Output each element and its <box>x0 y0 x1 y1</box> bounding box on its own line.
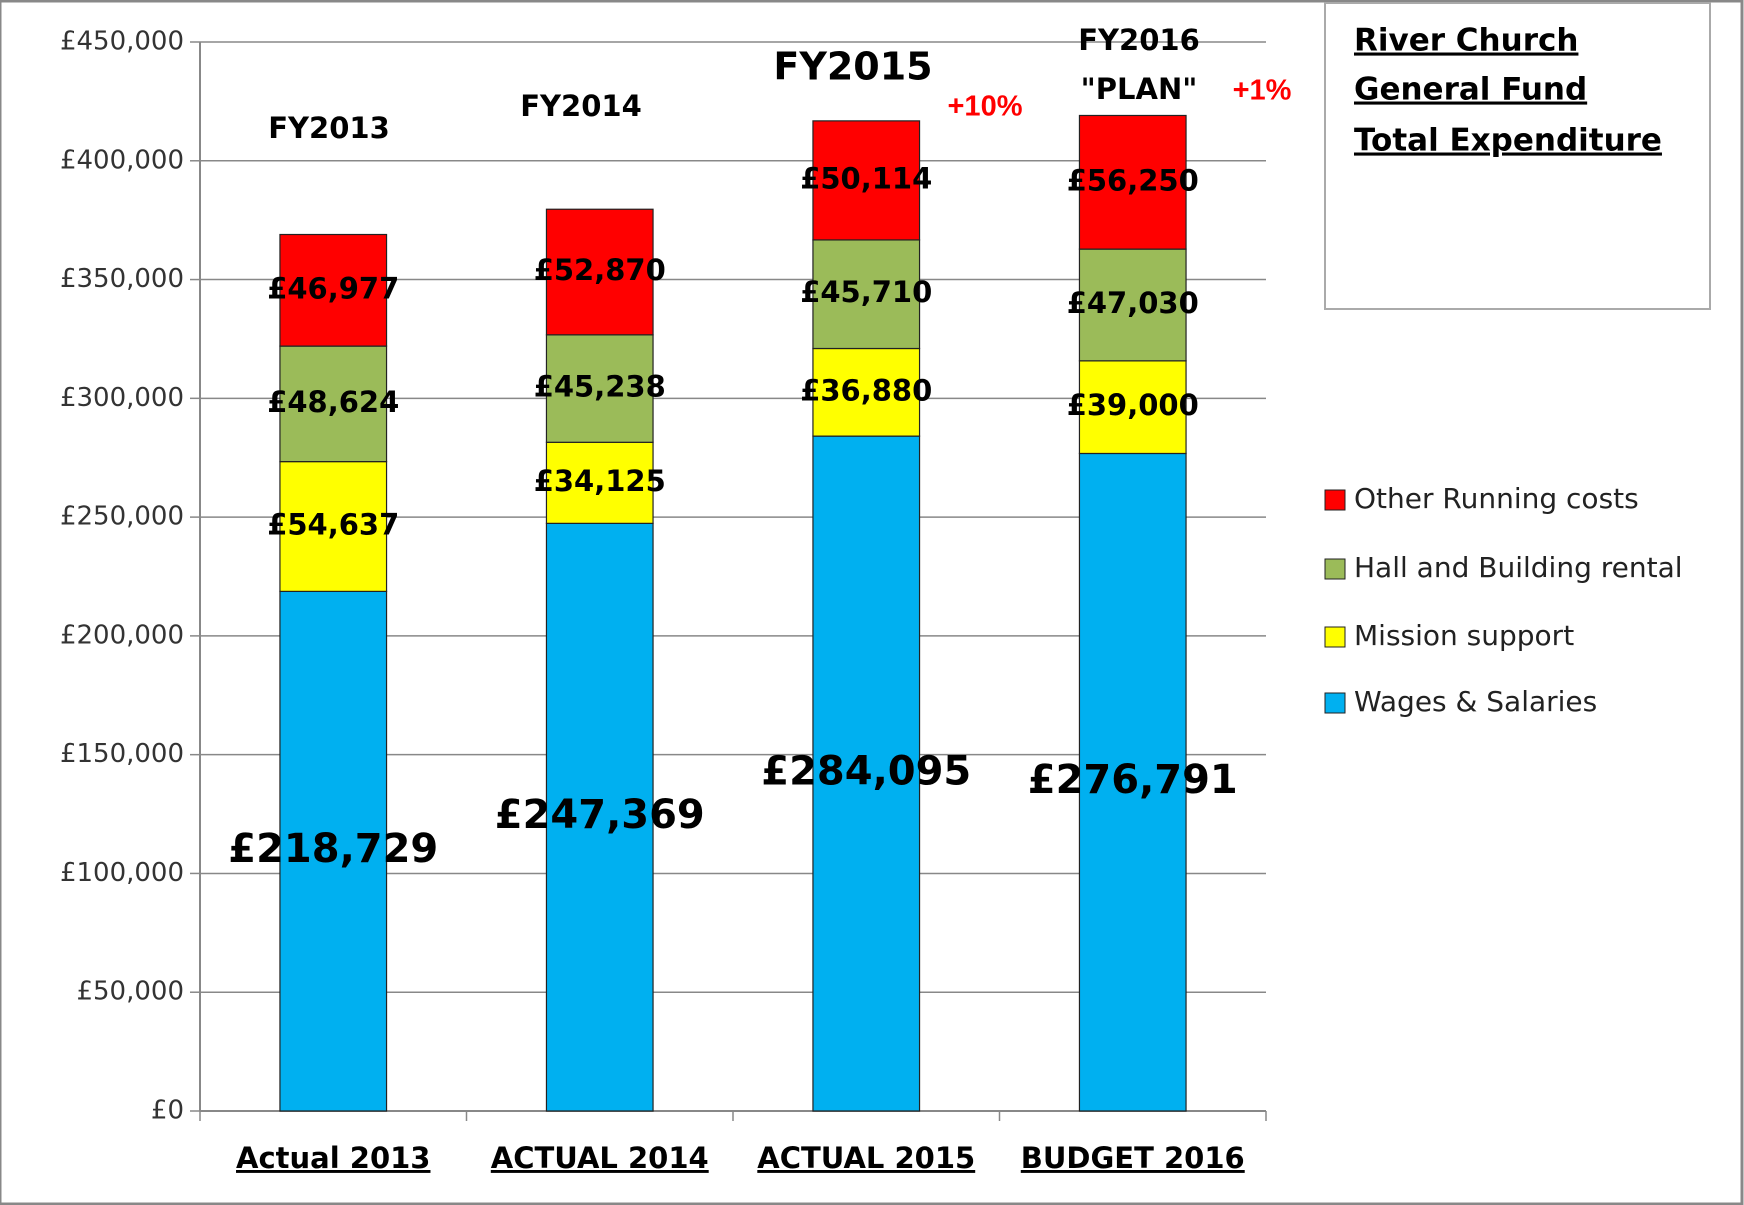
x-tick-label: BUDGET 2016 <box>1021 1141 1245 1175</box>
value-label: £218,729 <box>228 826 438 872</box>
value-label: £45,238 <box>534 370 666 404</box>
legend-label: Wages & Salaries <box>1354 685 1597 718</box>
annotation: FY2016 <box>1078 23 1200 57</box>
value-label: £46,977 <box>267 271 399 305</box>
annotation: FY2014 <box>520 89 642 123</box>
bar-segment <box>1078 360 1187 455</box>
y-tick-label: £100,000 <box>60 858 184 888</box>
bar-segment <box>1078 248 1187 362</box>
y-tick-label: £200,000 <box>60 620 184 650</box>
bar-segment <box>1078 452 1187 1112</box>
value-label: £54,637 <box>267 508 399 542</box>
bar-segment <box>545 334 654 443</box>
value-label: £36,880 <box>800 373 932 407</box>
bar-segment <box>279 590 388 1112</box>
y-tick-label: £450,000 <box>60 27 184 57</box>
bar-segment <box>279 233 388 347</box>
y-tick-label: £250,000 <box>60 502 184 532</box>
y-tick-label: £300,000 <box>60 383 184 413</box>
chart-title: General Fund <box>1354 72 1587 108</box>
bar-segment <box>812 239 921 350</box>
chart-title: Total Expenditure <box>1354 123 1662 159</box>
value-label: £284,095 <box>761 749 971 795</box>
bar-segment <box>812 347 921 437</box>
annotation: "PLAN" <box>1081 72 1198 106</box>
x-tick-label: ACTUAL 2014 <box>491 1141 709 1175</box>
value-label: £47,030 <box>1067 286 1199 320</box>
annotation: FY2013 <box>268 111 390 145</box>
bar-segment <box>1078 114 1187 250</box>
y-tick-label: £400,000 <box>60 145 184 175</box>
value-label: £56,250 <box>1067 163 1199 197</box>
value-label: £276,791 <box>1028 757 1238 803</box>
value-label: £50,114 <box>800 161 932 195</box>
x-tick-label: ACTUAL 2015 <box>757 1141 975 1175</box>
chart-title: River Church <box>1354 23 1578 59</box>
bar-segment <box>545 522 654 1112</box>
value-label: £48,624 <box>267 385 399 419</box>
annotation: +10% <box>948 91 1023 123</box>
legend-swatch <box>1324 692 1346 714</box>
bar-segment <box>812 435 921 1112</box>
y-tick-label: £50,000 <box>76 977 184 1007</box>
legend-label: Mission support <box>1354 619 1574 652</box>
annotation: FY2015 <box>773 45 932 89</box>
legend-swatch <box>1324 558 1346 580</box>
bar-segment <box>545 208 654 336</box>
bar-segment <box>279 461 388 592</box>
legend-label: Other Running costs <box>1354 482 1639 515</box>
value-label: £45,710 <box>800 275 932 309</box>
legend-swatch <box>1324 626 1346 648</box>
value-label: £34,125 <box>534 464 666 498</box>
legend-swatch <box>1324 489 1346 511</box>
value-label: £247,369 <box>495 792 705 838</box>
legend-label: Hall and Building rental <box>1354 551 1683 584</box>
value-label: £39,000 <box>1067 388 1199 422</box>
y-tick-label: £350,000 <box>60 264 184 294</box>
y-tick-label: £150,000 <box>60 739 184 769</box>
annotation: +1% <box>1233 75 1292 107</box>
y-tick-label: £0 <box>151 1096 184 1126</box>
title-box <box>1324 2 1711 310</box>
bar-segment <box>545 441 654 524</box>
bar-segment <box>812 120 921 241</box>
x-tick-label: Actual 2013 <box>236 1141 430 1175</box>
value-label: £52,870 <box>534 253 666 287</box>
